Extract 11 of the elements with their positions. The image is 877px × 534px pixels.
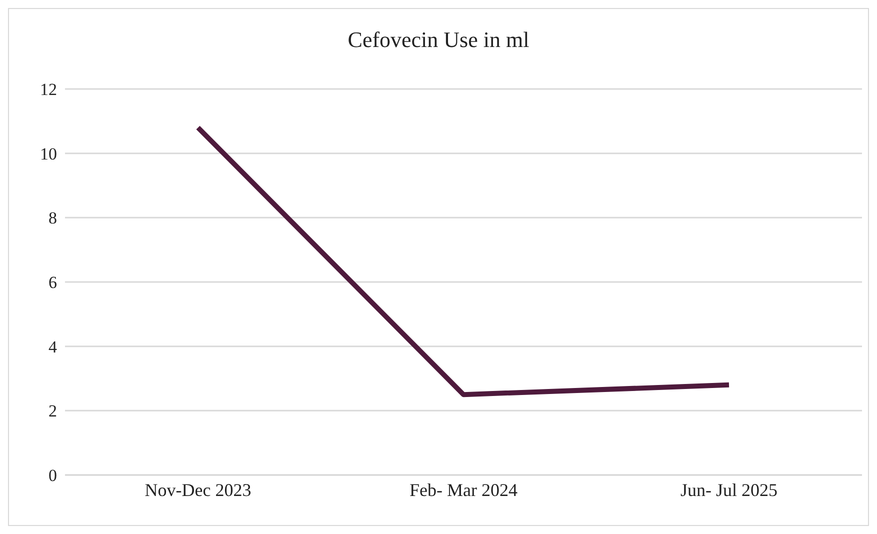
y-tick-label: 6 — [48, 273, 57, 292]
chart-title: Cefovecin Use in ml — [346, 27, 530, 53]
x-tick-label: Feb- Mar 2024 — [410, 480, 518, 500]
y-tick-label: 12 — [40, 80, 57, 100]
x-tick-label: Nov-Dec 2023 — [144, 480, 252, 500]
y-tick-label: 10 — [40, 144, 57, 164]
y-tick-label: 0 — [48, 466, 57, 486]
y-tick-label: 4 — [48, 337, 58, 356]
y-tick-label: 8 — [48, 208, 57, 228]
x-tick-label: Jun- Jul 2025 — [680, 480, 778, 500]
y-tick-label: 2 — [48, 402, 57, 421]
